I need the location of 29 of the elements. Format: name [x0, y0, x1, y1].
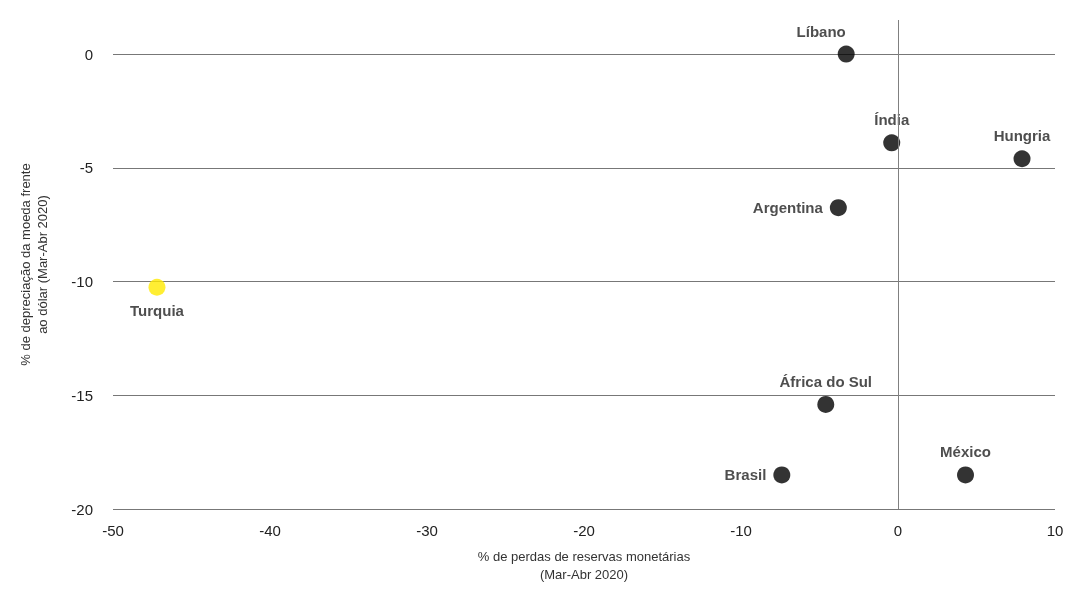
series-label: Líbano: [796, 22, 846, 40]
y-tick-label: -20: [71, 500, 93, 518]
point: [883, 134, 901, 152]
x-tick-label: -50: [102, 522, 124, 539]
series-label: Turquia: [130, 301, 185, 319]
point: [1013, 150, 1031, 168]
series-label: Brasil: [724, 466, 767, 484]
x-tick-label: -20: [573, 522, 595, 539]
point: [148, 278, 166, 296]
y-tick-label: -15: [71, 386, 93, 404]
point: [957, 466, 975, 484]
x-tick-label: 0: [893, 522, 903, 539]
x-tick-label: -40: [259, 522, 281, 539]
y-axis-title: % de depreciação da moeda frente ao dólar (Mar-Abr 2020): [18, 163, 50, 366]
series-label: Argentina: [752, 199, 824, 217]
x-axis-title: % de perdas de reservas monetárias (Mar-Abr 2020): [477, 548, 691, 582]
point: [817, 395, 835, 413]
y-tick-label: 0: [84, 45, 93, 63]
point: [773, 466, 791, 484]
x-tick-label: 10: [1046, 522, 1064, 539]
y-tick-label: -10: [71, 273, 93, 291]
y-tick-label: -5: [79, 159, 93, 177]
point: [829, 199, 847, 217]
series-label: África do Sul: [779, 372, 873, 390]
x-tick-label: -30: [416, 522, 438, 539]
point: [837, 45, 855, 63]
series-label: México: [940, 443, 991, 461]
series-label: Hungria: [993, 127, 1052, 145]
x-tick-label: -10: [730, 522, 752, 539]
